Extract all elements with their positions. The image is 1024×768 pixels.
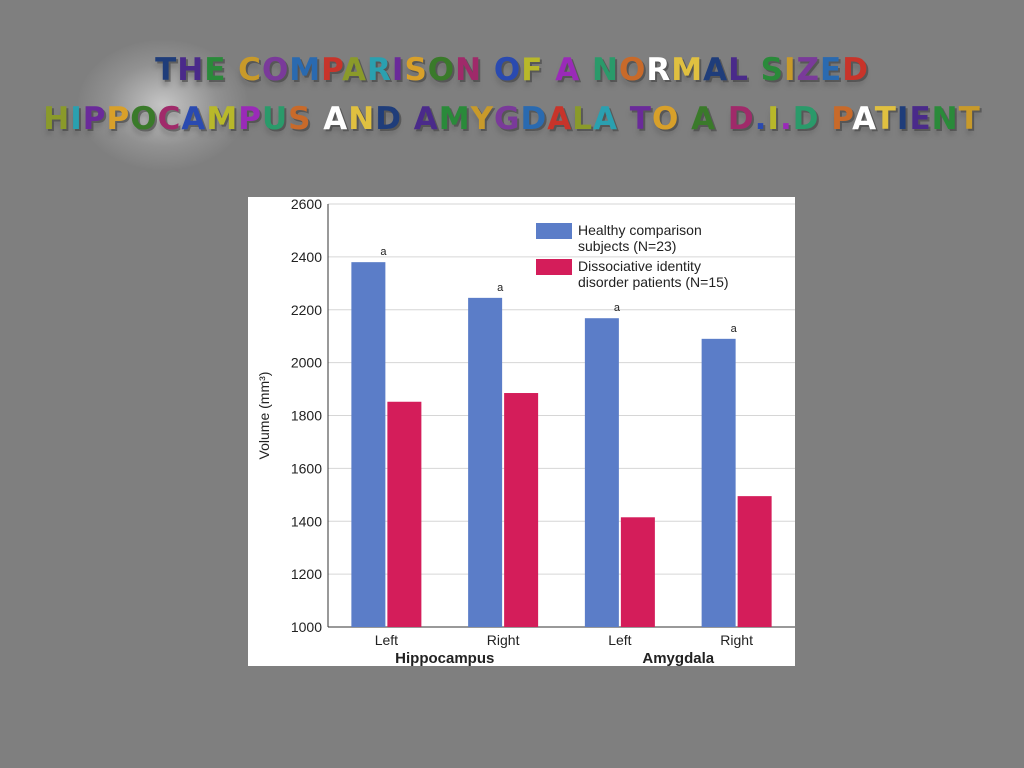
bar	[387, 401, 422, 627]
y-tick-label: 2600	[291, 197, 322, 212]
legend-label: disorder patients (N=15)	[578, 274, 729, 290]
x-tick-label: Left	[608, 632, 631, 648]
bar	[351, 262, 386, 627]
significance-marker: a	[614, 302, 621, 314]
legend-label: subjects (N=23)	[578, 238, 676, 254]
slide-title-line-1: THE COMPARISON OF A NORMAL SIZED	[155, 52, 869, 88]
y-tick-label: 2400	[291, 249, 322, 265]
y-tick-label: 2200	[291, 302, 322, 318]
bar-chart: 1000 1200 1400 1600 1800 2000 2200 2400 2600 Volu…	[248, 197, 795, 666]
slide-title-line-2: HIPPOCAMPUS AND AMYGDALA TO A D.I.D PATI…	[43, 101, 981, 137]
significance-marker: a	[497, 282, 504, 294]
x-group-label: Amygdala	[642, 650, 714, 666]
legend-label: Dissociative identity	[578, 258, 701, 274]
significance-marker: a	[731, 323, 738, 335]
bar	[620, 517, 655, 627]
x-tick-label: Right	[487, 632, 520, 648]
x-tick-label: Right	[720, 632, 753, 648]
y-tick-label: 2000	[291, 355, 322, 371]
bar	[504, 393, 539, 627]
legend-swatch	[536, 223, 572, 239]
chart-svg: 1000 1200 1400 1600 1800 2000 2200 2400 2600 Volu…	[256, 197, 795, 666]
y-tick-label: 1200	[291, 566, 322, 582]
legend-label: Healthy comparison	[578, 222, 702, 238]
y-tick-label: 1800	[291, 408, 322, 424]
y-axis-label: Volume (mm³)	[256, 372, 272, 460]
x-group-label: Hippocampus	[395, 650, 494, 666]
legend-swatch	[536, 259, 572, 275]
significance-marker: a	[380, 246, 387, 258]
bar	[468, 297, 503, 627]
bar	[737, 496, 772, 627]
bar	[701, 338, 736, 627]
y-tick-label: 1400	[291, 513, 322, 529]
x-tick-label: Left	[375, 632, 398, 648]
bar	[584, 318, 619, 627]
y-tick-label: 1000	[291, 619, 322, 635]
y-tick-label: 1600	[291, 460, 322, 476]
